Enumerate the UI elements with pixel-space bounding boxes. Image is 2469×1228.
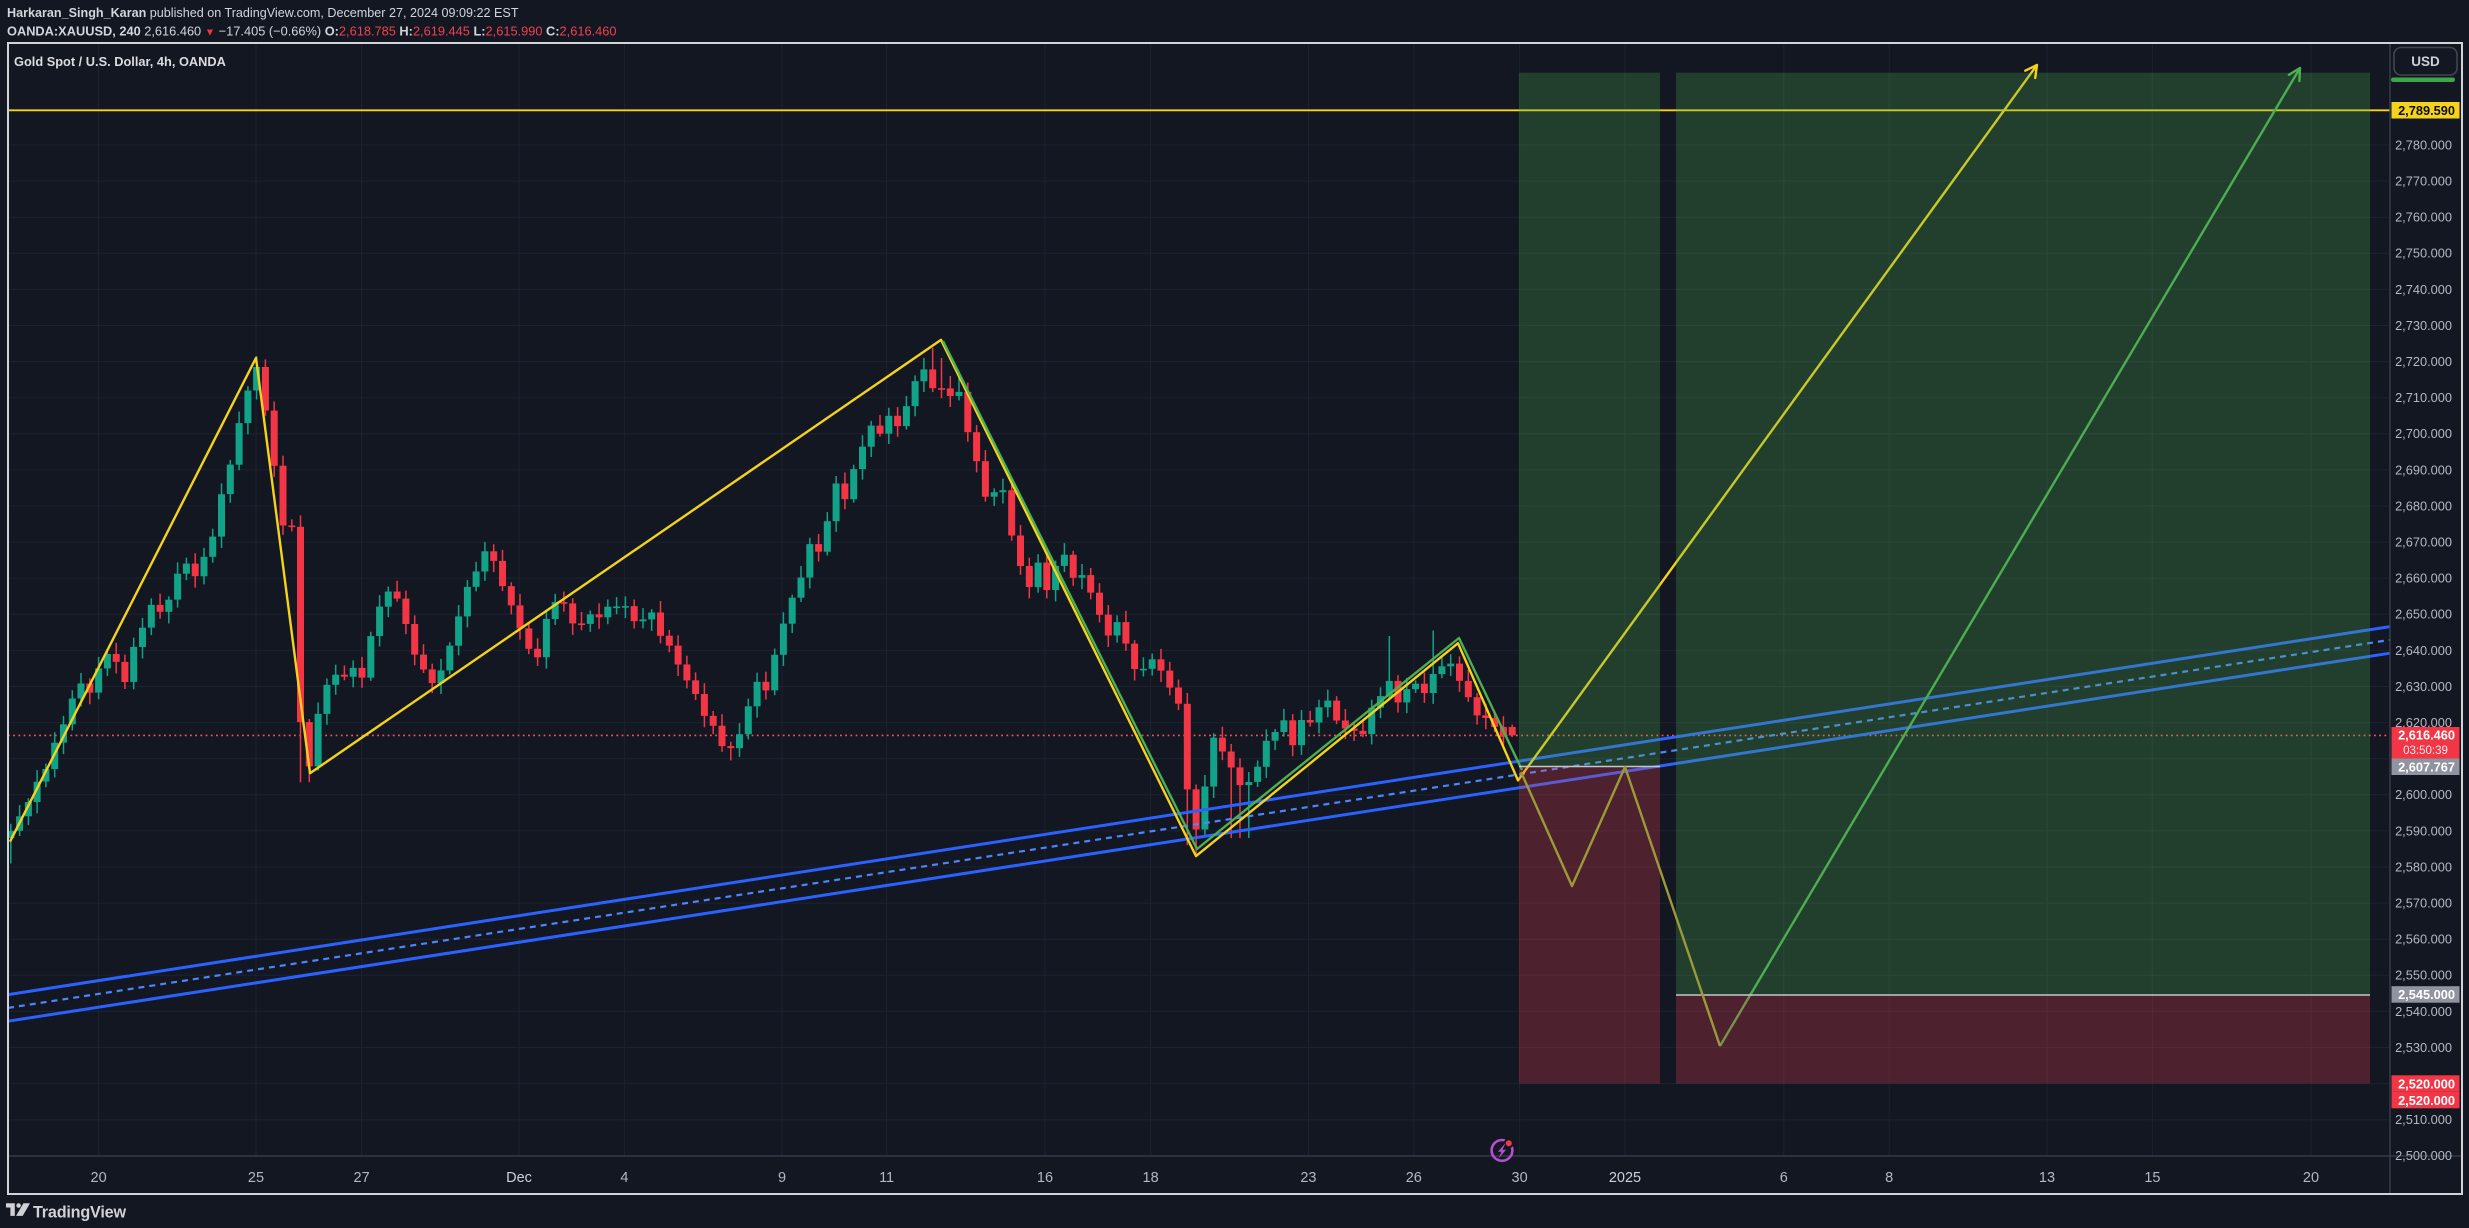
svg-text:11: 11 [879, 1170, 894, 1186]
svg-text:27: 27 [354, 1170, 370, 1186]
svg-text:2,570.000: 2,570.000 [2395, 896, 2452, 911]
svg-text:23: 23 [1300, 1170, 1316, 1186]
svg-text:15: 15 [2144, 1170, 2160, 1186]
svg-text:2,670.000: 2,670.000 [2395, 535, 2452, 550]
svg-text:2,630.000: 2,630.000 [2395, 679, 2452, 694]
svg-text:2,640.000: 2,640.000 [2395, 643, 2452, 658]
svg-text:20: 20 [2303, 1170, 2319, 1186]
svg-text:2,520.000: 2,520.000 [2398, 1093, 2455, 1108]
svg-text:2,710.000: 2,710.000 [2395, 390, 2452, 405]
svg-text:2,590.000: 2,590.000 [2395, 823, 2452, 838]
svg-text:Gold Spot / U.S. Dollar, 4h, O: Gold Spot / U.S. Dollar, 4h, OANDA [14, 54, 226, 69]
svg-text:2,680.000: 2,680.000 [2395, 498, 2452, 513]
svg-text:2,650.000: 2,650.000 [2395, 607, 2452, 622]
svg-text:26: 26 [1406, 1170, 1422, 1186]
svg-text:2,700.000: 2,700.000 [2395, 426, 2452, 441]
svg-text:TradingView: TradingView [33, 1204, 126, 1222]
svg-text:2,660.000: 2,660.000 [2395, 571, 2452, 586]
svg-text:2,530.000: 2,530.000 [2395, 1040, 2452, 1055]
svg-text:2,740.000: 2,740.000 [2395, 282, 2452, 297]
svg-text:6: 6 [1780, 1170, 1788, 1186]
svg-text:2,560.000: 2,560.000 [2395, 932, 2452, 947]
svg-text:2,750.000: 2,750.000 [2395, 246, 2452, 261]
svg-text:16: 16 [1037, 1170, 1053, 1186]
svg-text:8: 8 [1885, 1170, 1893, 1186]
svg-text:OANDA:XAUUSD, 240 2,616.460 ▼: OANDA:XAUUSD, 240 2,616.460 ▼ −17.405 (−… [7, 24, 616, 39]
svg-text:20: 20 [91, 1170, 107, 1186]
svg-text:Harkaran_Singh_Karan published: Harkaran_Singh_Karan published on Tradin… [7, 6, 519, 20]
svg-text:2,550.000: 2,550.000 [2395, 968, 2452, 983]
svg-text:2,730.000: 2,730.000 [2395, 318, 2452, 333]
svg-text:2,540.000: 2,540.000 [2395, 1004, 2452, 1019]
svg-text:2,500.000: 2,500.000 [2395, 1148, 2452, 1163]
svg-text:2,760.000: 2,760.000 [2395, 210, 2452, 225]
svg-text:Dec: Dec [506, 1170, 532, 1186]
svg-text:2,580.000: 2,580.000 [2395, 859, 2452, 874]
svg-text:2,770.000: 2,770.000 [2395, 174, 2452, 189]
svg-text:2025: 2025 [1609, 1170, 1641, 1186]
svg-text:4: 4 [620, 1170, 628, 1186]
svg-text:2,616.460: 2,616.460 [2398, 728, 2455, 743]
svg-text:2,545.000: 2,545.000 [2398, 987, 2455, 1002]
svg-text:03:50:39: 03:50:39 [2403, 745, 2448, 757]
svg-text:2,510.000: 2,510.000 [2395, 1112, 2452, 1127]
svg-text:30: 30 [1512, 1170, 1528, 1186]
svg-text:2,780.000: 2,780.000 [2395, 137, 2452, 152]
svg-text:2,600.000: 2,600.000 [2395, 787, 2452, 802]
svg-text:2,607.767: 2,607.767 [2398, 759, 2455, 774]
svg-text:13: 13 [2039, 1170, 2055, 1186]
svg-text:18: 18 [1143, 1170, 1159, 1186]
svg-text:25: 25 [248, 1170, 264, 1186]
svg-text:9: 9 [778, 1170, 786, 1186]
svg-text:USD: USD [2411, 54, 2440, 69]
svg-text:2,620.000: 2,620.000 [2395, 715, 2452, 730]
svg-text:2,720.000: 2,720.000 [2395, 354, 2452, 369]
svg-text:2,690.000: 2,690.000 [2395, 462, 2452, 477]
svg-text:2,520.000: 2,520.000 [2398, 1076, 2455, 1091]
svg-text:2,789.590: 2,789.590 [2398, 103, 2455, 118]
